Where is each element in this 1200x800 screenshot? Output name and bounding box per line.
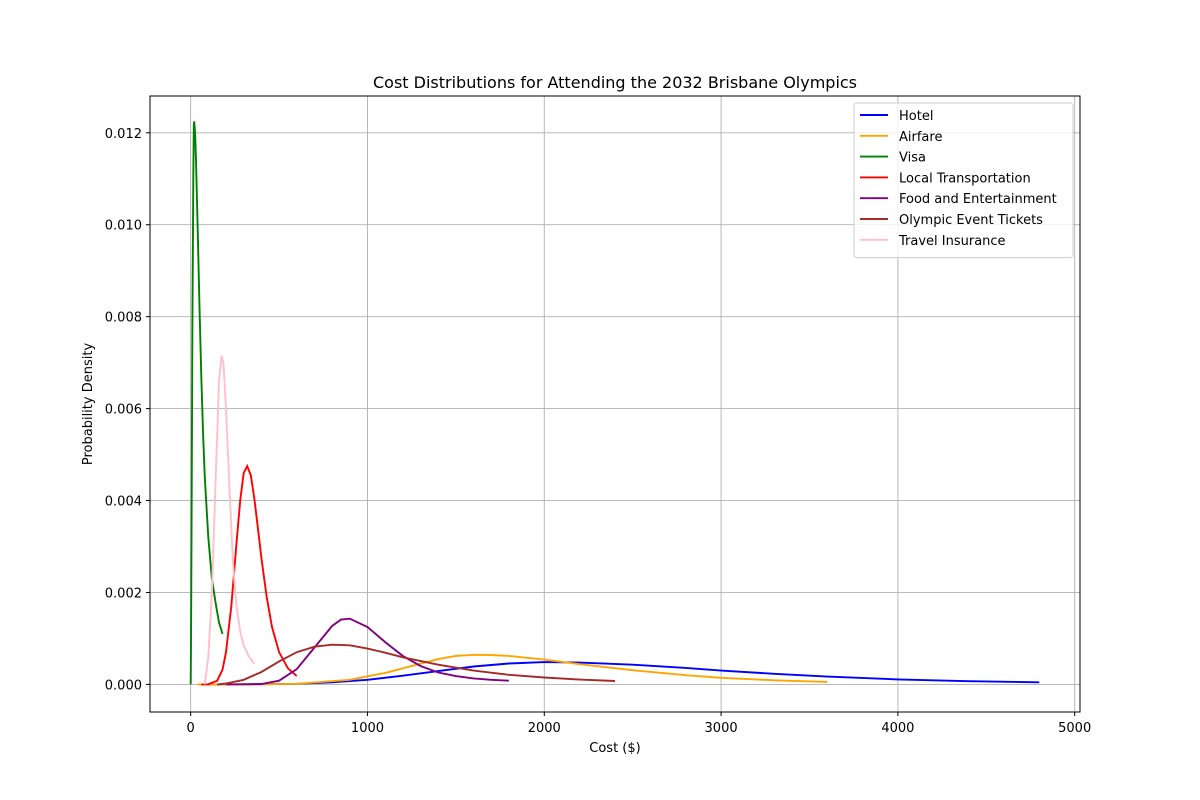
legend-label-olympic-event-tickets: Olympic Event Tickets — [899, 213, 1043, 228]
y-tick-label: 0.000 — [105, 678, 142, 693]
y-tick-label: 0.002 — [105, 586, 142, 601]
plot-frame — [149, 95, 1081, 713]
x-tick-label: 5000 — [1058, 721, 1091, 736]
x-tick-label: 2000 — [528, 721, 561, 736]
series-line-olympic-event-tickets — [217, 643, 616, 686]
series-line-hotel — [201, 661, 1040, 686]
y-tick-label: 0.006 — [105, 403, 142, 418]
x-axis-label: Cost ($) — [589, 741, 640, 756]
y-axis-label: Probability Density — [81, 343, 96, 466]
legend: Hotel Airfare Visa Local Transportation Food… — [853, 102, 1074, 259]
x-tick-label: 1000 — [351, 721, 384, 736]
x-tick-label: 0 — [187, 721, 195, 736]
legend-box — [853, 102, 1074, 259]
legend-label-food-and-entertainment: Food and Entertainment — [899, 192, 1057, 207]
chart-title: Cost Distributions for Attending the 203… — [373, 73, 857, 92]
y-tick-label: 0.012 — [105, 127, 142, 142]
x-tick-label: 3000 — [705, 721, 738, 736]
legend-label-airfare: Airfare — [899, 130, 942, 145]
y-tick-label: 0.010 — [105, 219, 142, 234]
y-tick-label: 0.004 — [105, 495, 142, 510]
legend-label-travel-insurance: Travel Insurance — [898, 234, 1006, 249]
y-tick-label: 0.008 — [105, 311, 142, 326]
legend-label-hotel: Hotel — [899, 109, 933, 124]
y-axis-ticks: 0.000 0.002 0.004 0.006 0.008 0.010 0.012 — [105, 127, 150, 693]
legend-label-visa: Visa — [899, 151, 926, 166]
series-line-food-and-entertainment — [225, 617, 509, 686]
legend-label-local-transportation: Local Transportation — [899, 171, 1031, 186]
series-lines — [189, 121, 1040, 686]
series-line-travel-insurance — [203, 355, 256, 685]
series-line-airfare — [197, 653, 828, 686]
x-axis-ticks: 0 1000 2000 3000 4000 5000 — [187, 712, 1091, 736]
x-tick-label: 4000 — [881, 721, 914, 736]
series-line-local-transportation — [201, 463, 298, 686]
